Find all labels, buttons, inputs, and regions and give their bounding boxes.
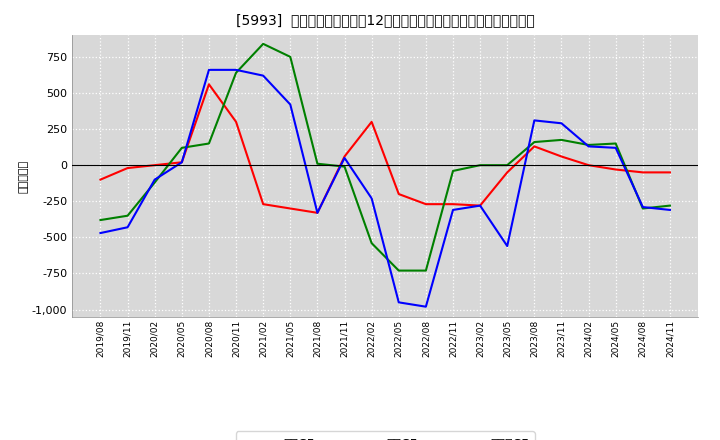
投資CF (503, 162, 511, 168)
投資CF (313, 161, 322, 166)
フリーCF (367, 196, 376, 201)
投資CF (611, 141, 620, 146)
フリーCF (204, 67, 213, 73)
フリーCF (421, 304, 430, 309)
投資CF (395, 268, 403, 273)
フリーCF (665, 207, 674, 213)
投資CF (96, 217, 105, 223)
投資CF (367, 241, 376, 246)
営業CF (584, 162, 593, 168)
営業CF (449, 202, 457, 207)
営業CF (123, 165, 132, 171)
フリーCF (449, 207, 457, 213)
フリーCF (313, 210, 322, 216)
営業CF (313, 210, 322, 216)
投資CF (341, 164, 349, 169)
営業CF (639, 170, 647, 175)
Y-axis label: （百万円）: （百万円） (19, 159, 29, 193)
投資CF (639, 206, 647, 211)
営業CF (178, 160, 186, 165)
フリーCF (395, 300, 403, 305)
フリーCF (341, 155, 349, 161)
営業CF (367, 119, 376, 125)
フリーCF (584, 144, 593, 149)
投資CF (665, 203, 674, 208)
フリーCF (530, 118, 539, 123)
投資CF (123, 213, 132, 218)
投資CF (449, 169, 457, 174)
フリーCF (150, 177, 159, 182)
営業CF (665, 170, 674, 175)
営業CF (341, 154, 349, 159)
営業CF (232, 119, 240, 125)
フリーCF (178, 160, 186, 165)
フリーCF (503, 243, 511, 249)
Line: 投資CF: 投資CF (101, 44, 670, 271)
営業CF (150, 162, 159, 168)
営業CF (421, 202, 430, 207)
フリーCF (286, 102, 294, 107)
フリーCF (476, 203, 485, 208)
投資CF (421, 268, 430, 273)
フリーCF (259, 73, 268, 78)
営業CF (530, 144, 539, 149)
営業CF (96, 177, 105, 182)
投資CF (259, 41, 268, 47)
投資CF (150, 180, 159, 185)
営業CF (476, 203, 485, 208)
フリーCF (123, 225, 132, 230)
フリーCF (611, 145, 620, 150)
投資CF (530, 139, 539, 145)
投資CF (204, 141, 213, 146)
フリーCF (557, 121, 566, 126)
Title: [5993]  キャッシュフローの12か月移動合計の対前年同期増減額の推移: [5993] キャッシュフローの12か月移動合計の対前年同期増減額の推移 (236, 13, 534, 27)
Line: 営業CF: 営業CF (101, 84, 670, 213)
投資CF (178, 145, 186, 150)
営業CF (259, 202, 268, 207)
投資CF (584, 142, 593, 147)
投資CF (476, 162, 485, 168)
フリーCF (639, 205, 647, 210)
投資CF (557, 137, 566, 143)
Line: フリーCF: フリーCF (101, 70, 670, 307)
フリーCF (232, 67, 240, 73)
営業CF (204, 82, 213, 87)
投資CF (232, 70, 240, 75)
営業CF (286, 206, 294, 211)
投資CF (286, 54, 294, 59)
営業CF (557, 154, 566, 159)
フリーCF (96, 231, 105, 236)
営業CF (503, 170, 511, 175)
Legend: 営業CF, 投資CF, フリーCF: 営業CF, 投資CF, フリーCF (235, 432, 535, 440)
営業CF (611, 167, 620, 172)
営業CF (395, 191, 403, 197)
